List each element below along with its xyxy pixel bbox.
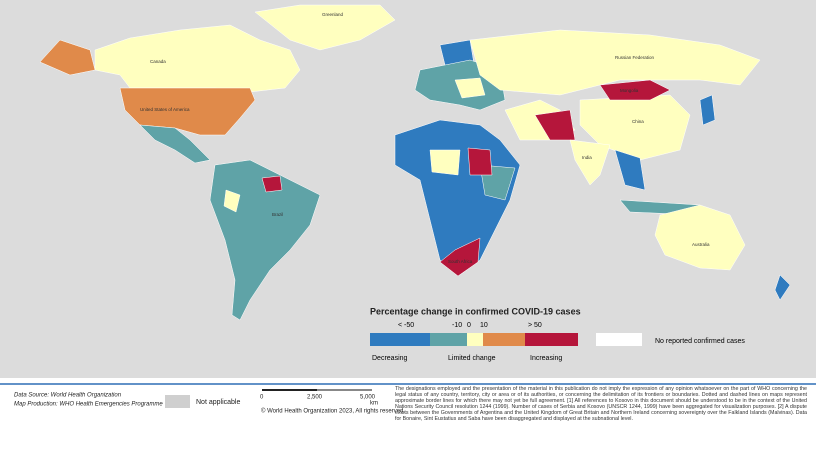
map-production: Map Production: WHO Health Emergencies P… [14,402,163,408]
legend-swatch [430,333,467,346]
new-zealand [774,274,791,301]
legend-tick: < -50 [398,322,414,329]
scale-unit: km [370,401,378,407]
scale-label: 2,500 [307,395,323,401]
country-label: Australia [692,242,710,247]
legend-swatch [370,333,430,346]
land [39,4,791,321]
legend-tick: 0 [467,322,471,329]
legend-tick: > 50 [528,322,542,329]
data-source: Data Source: World Health Organization [14,393,122,399]
greenland [254,4,396,51]
footer: Data Source: World Health Organization M… [14,389,405,415]
alaska-region [39,39,96,76]
legend-title: Percentage change in confirmed COVID-19 … [370,306,581,316]
australia [654,204,746,271]
scale-bar [317,389,372,391]
legend: Percentage change in confirmed COVID-19 … [370,306,745,362]
legend-no-data: No reported confirmed cases [655,338,745,345]
disclaimer: The designations employed and the presen… [395,386,807,422]
mexico [139,124,211,164]
canada [94,24,301,93]
legend-class: Decreasing [372,355,408,362]
not-applicable-label: Not applicable [196,399,240,406]
country-label: Greenland [322,12,344,17]
southeast-asia [614,149,646,191]
country-labels: Greenland Canada United States of Americ… [140,12,710,264]
south-africa [439,237,481,277]
country-label: Russian Federation [615,55,655,60]
legend-tick: 10 [480,322,488,329]
legend-swatch [483,333,525,346]
west-africa [429,149,461,176]
central-europe [454,77,486,99]
copyright: © World Health Organization 2023, All ri… [261,408,405,415]
country-label: Mongolia [620,88,639,93]
scale-label: 5,000 [360,395,376,401]
legend-class: Limited change [448,355,496,362]
country-label: China [632,119,644,124]
mongolia [599,79,671,101]
china [579,94,691,161]
legend-swatch [525,333,578,346]
scale-label: 0 [260,395,264,401]
country-label: United States of America [140,107,190,112]
country-label: Brazil [272,212,283,217]
usa [119,87,256,136]
legend-class: Increasing [530,355,562,362]
india [569,139,611,186]
peru-region [223,189,241,213]
scale-bar [262,389,317,391]
country-label: Canada [150,59,166,64]
japan [699,94,716,126]
country-label: South Africa [448,259,473,264]
legend-tick: -10 [452,322,462,329]
iran [534,109,576,141]
chad-sudan [467,147,493,176]
country-label: India [582,155,592,160]
legend-swatch [467,333,483,346]
russia [469,29,761,96]
legend-swatch [596,333,642,346]
not-applicable-swatch [165,395,190,408]
guyana-region [261,175,283,193]
